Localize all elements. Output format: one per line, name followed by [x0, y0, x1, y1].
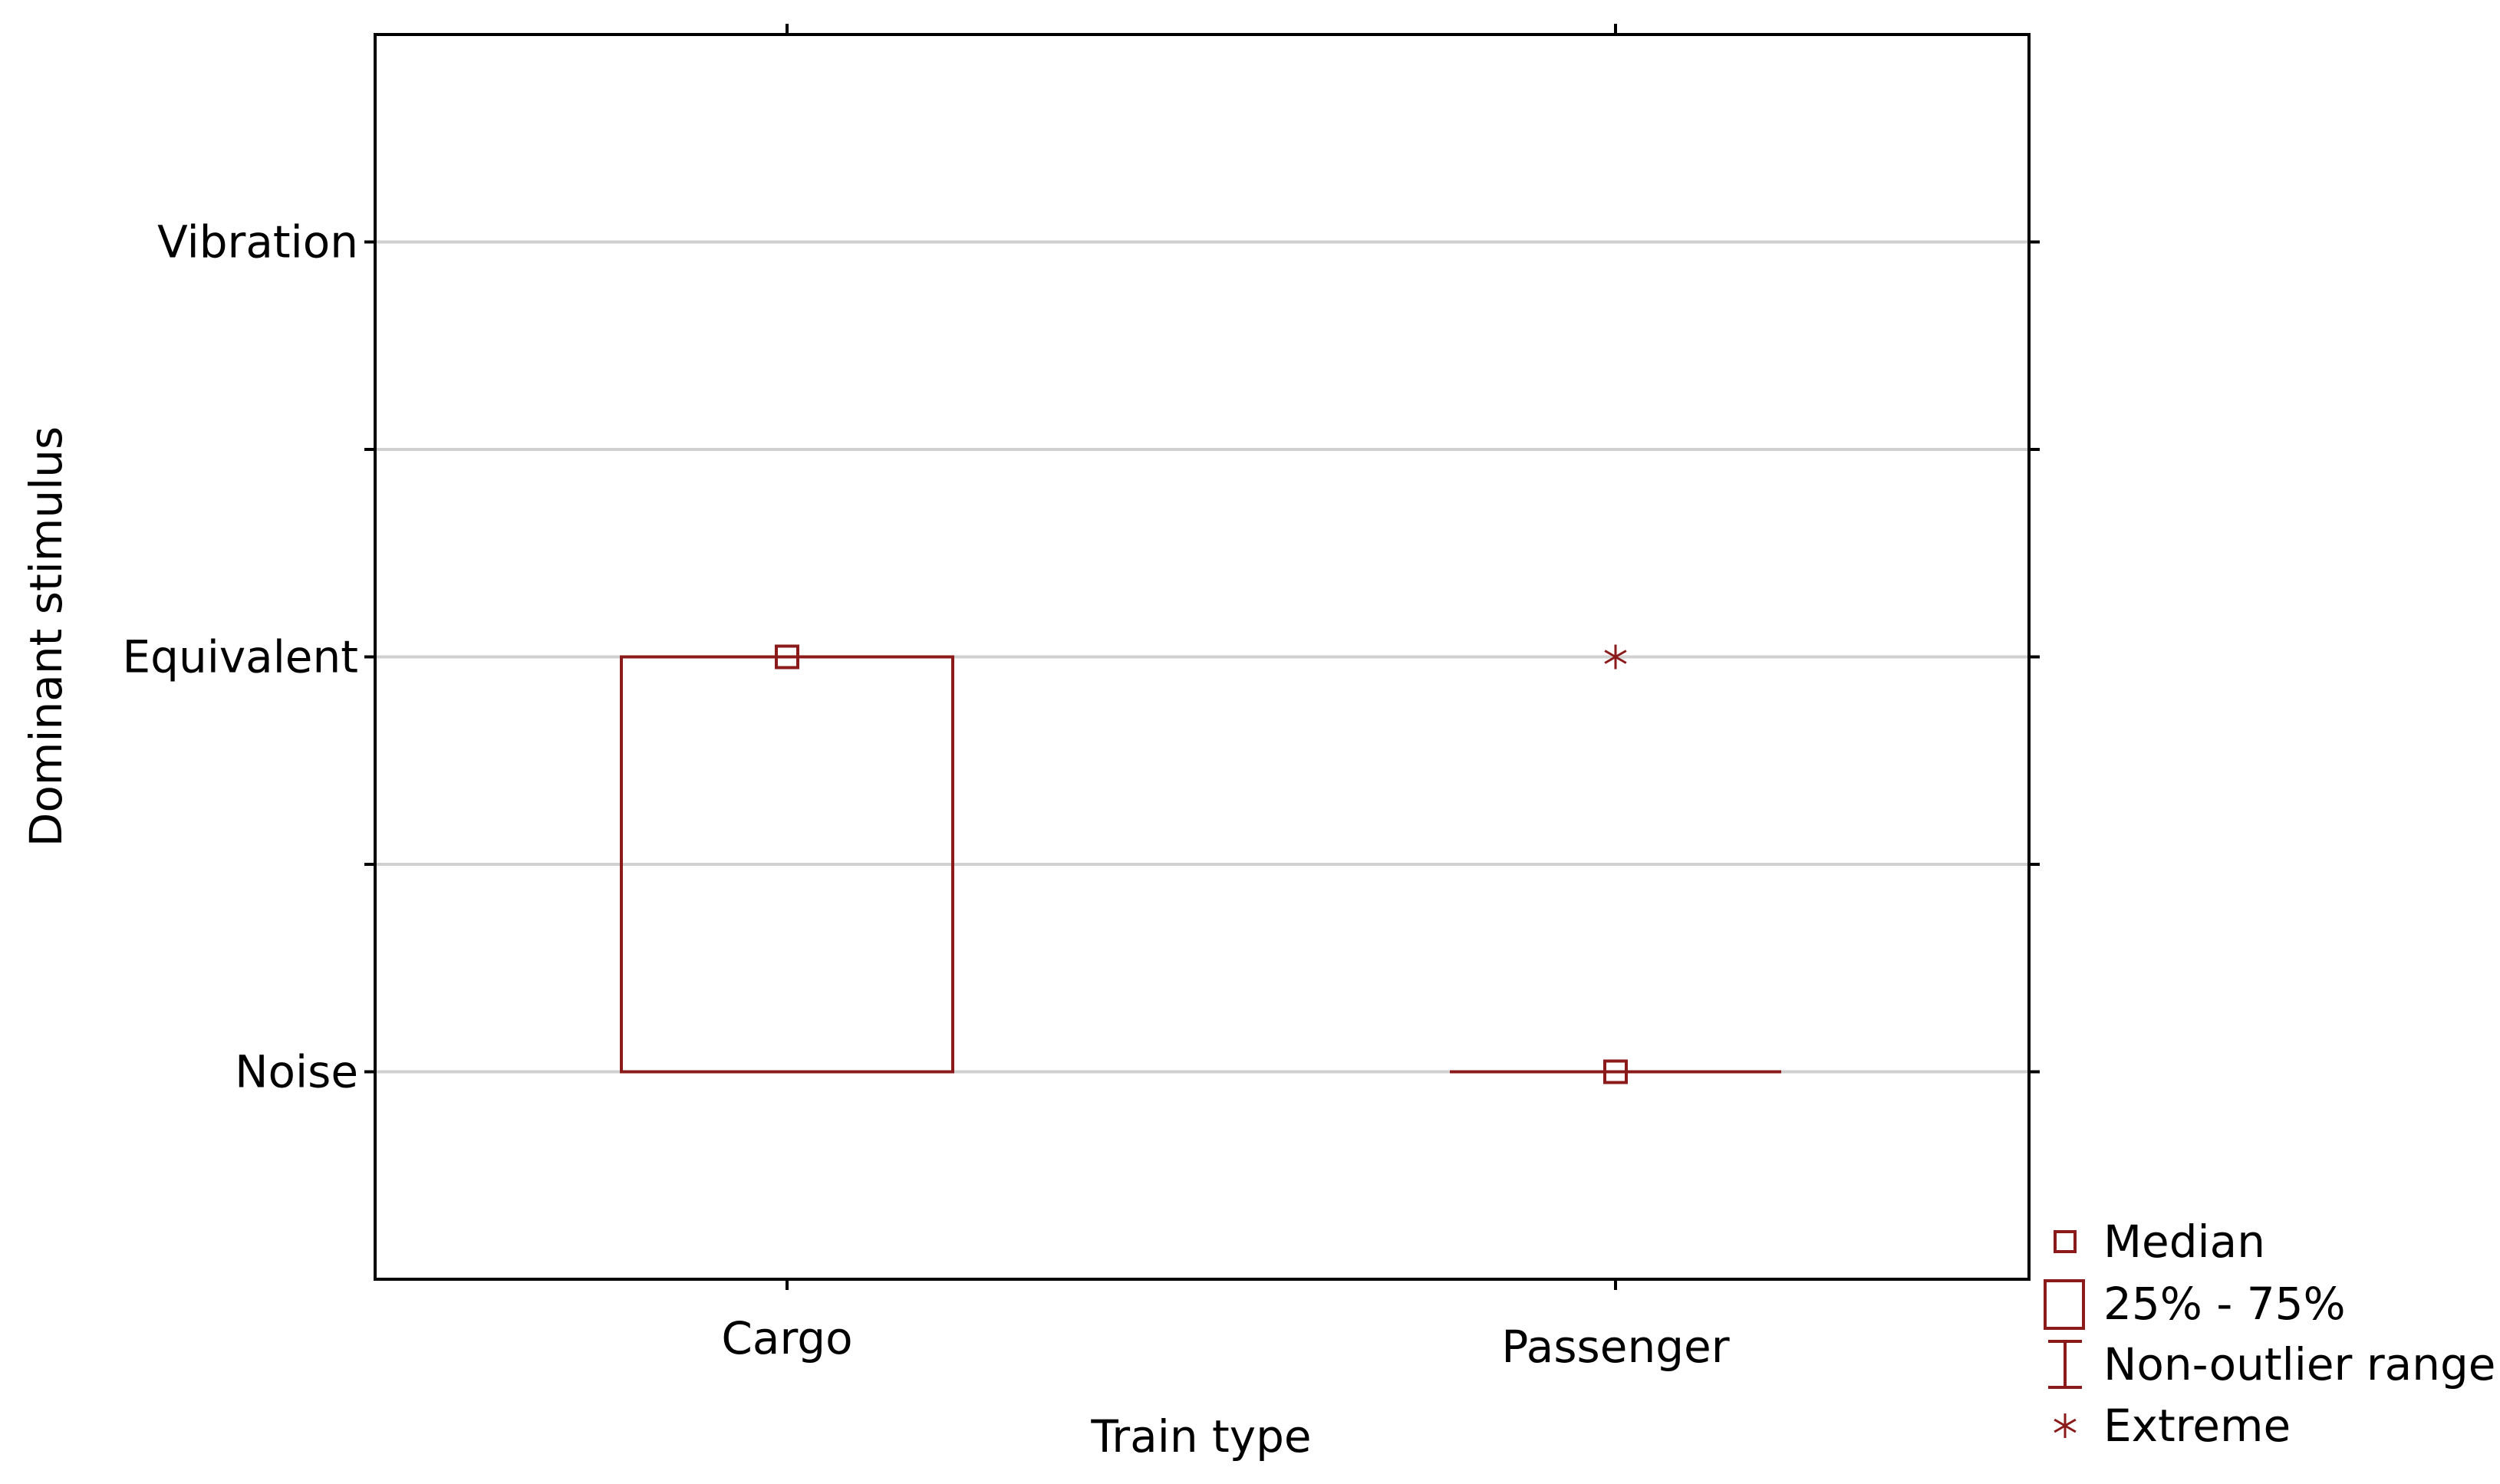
- legend: Median 25% - 75% Non-outlier range Extreme: [2044, 1216, 2495, 1452]
- y-tick-label-equivalent: Equivalent: [122, 631, 358, 683]
- legend-whisker-symbol: [2048, 1340, 2082, 1389]
- legend-item-box: 25% - 75%: [2044, 1278, 2346, 1330]
- y-tick-label-vibration: Vibration: [157, 216, 358, 268]
- iqr-box: [620, 655, 954, 1074]
- x-tick-label-cargo: Cargo: [721, 1312, 852, 1364]
- median-marker: [775, 644, 799, 670]
- x-tick-label-passenger: Passenger: [1501, 1321, 1729, 1373]
- legend-item-median: Median: [2054, 1216, 2265, 1268]
- extreme-marker: [1604, 644, 1627, 670]
- box-passenger: [1450, 644, 1781, 1084]
- extreme-stroke: [2054, 1418, 2077, 1433]
- legend-label-median: Median: [2103, 1216, 2265, 1268]
- box-cargo: [620, 644, 954, 1074]
- legend-label-whisker: Non-outlier range: [2103, 1338, 2495, 1390]
- axis-ticks: [364, 24, 2040, 1290]
- legend-item-whisker: Non-outlier range: [2048, 1338, 2495, 1390]
- y-axis-title: Dominant stimulus: [20, 426, 72, 847]
- x-axis-title: Train type: [1090, 1410, 1311, 1463]
- legend-label-box: 25% - 75%: [2103, 1278, 2346, 1330]
- extreme-stroke: [1604, 650, 1627, 664]
- legend-item-extreme: Extreme: [2054, 1400, 2291, 1452]
- tick-labels: Noise Equivalent Vibration Cargo Passenger: [122, 216, 1729, 1374]
- boxes: [620, 644, 1781, 1084]
- y-tick-label-noise: Noise: [235, 1046, 358, 1098]
- legend-box-symbol: [2044, 1279, 2085, 1330]
- median-marker: [1603, 1059, 1628, 1084]
- legend-median-symbol: [2054, 1230, 2077, 1253]
- legend-label-extreme: Extreme: [2103, 1400, 2291, 1452]
- legend-extreme-symbol: [2054, 1413, 2077, 1438]
